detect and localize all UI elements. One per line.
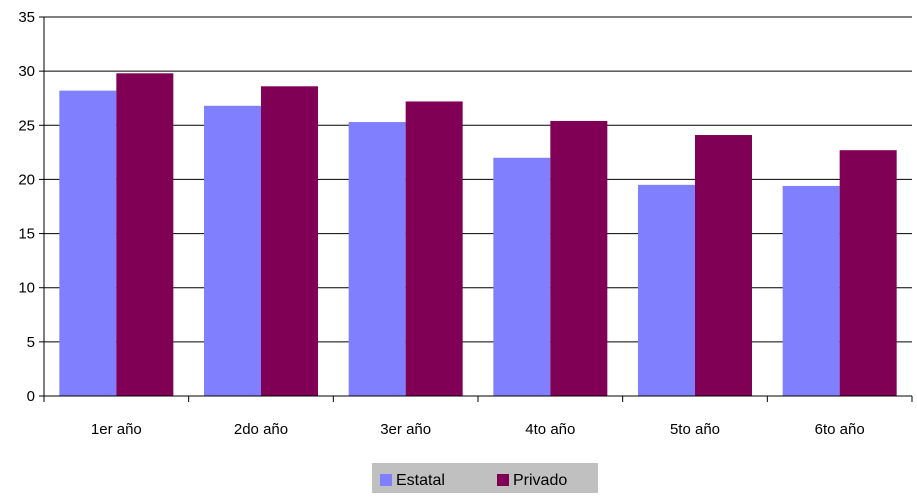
y-tick-label: 5 [27,334,35,351]
y-tick-label: 30 [18,63,35,80]
x-tick-label: 1er año [91,421,142,438]
legend-box [372,463,598,493]
legend-label-privado: Privado [513,472,567,489]
x-tick-label: 4to año [525,421,575,438]
y-tick-label: 0 [27,388,35,405]
legend: Estatal Privado [372,463,598,493]
y-tick-label: 15 [18,226,35,243]
y-tick-label: 20 [18,171,35,188]
y-tick-label: 25 [18,117,35,134]
bar-estatal-2 [204,105,261,397]
bar-privado-5 [695,135,752,396]
y-tick-label: 35 [18,9,35,26]
bar-estatal-5 [638,184,695,396]
gridlines [44,16,912,343]
x-tick-label: 2do año [234,421,288,438]
bar-privado-2 [261,86,318,396]
bar-estatal-1 [59,90,117,397]
bar-privado-4 [550,120,608,396]
bar-estatal-4 [493,157,551,396]
x-tick-label: 5to año [670,421,720,438]
x-tick-label: 3er año [380,421,431,438]
x-tick-label: 6to año [815,421,865,438]
bars [59,73,897,397]
legend-label-estatal: Estatal [396,472,445,489]
y-tick-label: 10 [18,280,35,297]
bar-privado-3 [405,101,463,396]
axes: 0 5 10 15 20 25 30 35 1er año 2do año 3er año 4to a… [18,9,913,438]
bar-estatal-6 [782,185,840,396]
bar-privado-6 [839,150,897,396]
bar-estatal-3 [348,122,406,396]
legend-swatch-estatal [380,474,392,486]
bar-privado-1 [116,73,174,397]
legend-swatch-privado [497,474,509,486]
